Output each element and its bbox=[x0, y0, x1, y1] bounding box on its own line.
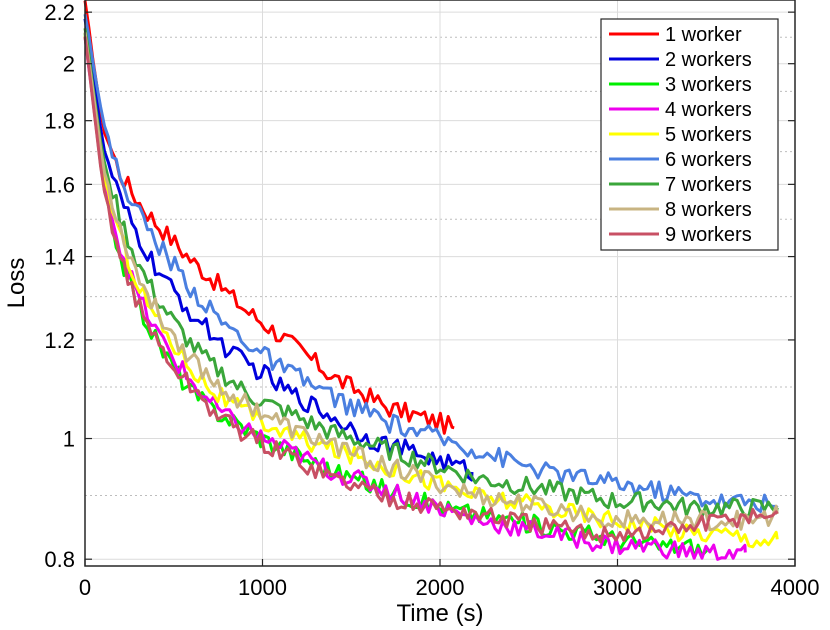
legend: 1 worker 2 workers 3 workers 4 workers 5 wor… bbox=[600, 18, 779, 251]
y-tick-label: 1.2 bbox=[44, 328, 75, 353]
legend-label: 9 workers bbox=[665, 224, 752, 246]
x-tick-label: 3000 bbox=[593, 575, 642, 600]
x-tick-label: 4000 bbox=[771, 575, 820, 600]
legend-label: 5 workers bbox=[665, 124, 752, 146]
y-tick-label: 1 bbox=[63, 427, 75, 452]
x-tick-label: 2000 bbox=[416, 575, 465, 600]
series-line-2 bbox=[83, 18, 474, 482]
x-axis-ticks: 0 1000 2000 3000 4000 bbox=[79, 559, 820, 600]
legend-label: 2 workers bbox=[665, 49, 752, 71]
legend-label: 1 worker bbox=[665, 24, 742, 46]
legend-label: 6 workers bbox=[665, 149, 752, 171]
legend-label: 4 workers bbox=[665, 99, 752, 121]
series-line-1 bbox=[83, 0, 455, 435]
legend-label: 8 workers bbox=[665, 199, 752, 221]
series-line-6 bbox=[83, 14, 779, 513]
y-tick-label: 1.8 bbox=[44, 109, 75, 134]
legend-label: 7 workers bbox=[665, 174, 752, 196]
x-tick-label: 0 bbox=[79, 575, 91, 600]
legend-label: 3 workers bbox=[665, 74, 752, 96]
x-axis-label: Time (s) bbox=[396, 600, 483, 627]
series-line-7 bbox=[83, 28, 779, 519]
y-tick-label: 2 bbox=[63, 52, 75, 77]
y-tick-label: 0.8 bbox=[44, 547, 75, 572]
y-tick-label: 2.2 bbox=[44, 0, 75, 25]
y-axis-ticks: 0.8 1 1.2 1.4 1.6 1.8 2 2.2 bbox=[44, 0, 795, 572]
series-line-9 bbox=[83, 36, 779, 544]
y-tick-label: 1.4 bbox=[44, 245, 75, 270]
x-tick-label: 1000 bbox=[238, 575, 287, 600]
series-lines bbox=[83, 0, 779, 561]
series-line-8 bbox=[83, 32, 779, 532]
y-tick-label: 1.6 bbox=[44, 172, 75, 197]
series-line-4 bbox=[83, 36, 747, 561]
y-axis-label: Loss bbox=[3, 258, 30, 309]
